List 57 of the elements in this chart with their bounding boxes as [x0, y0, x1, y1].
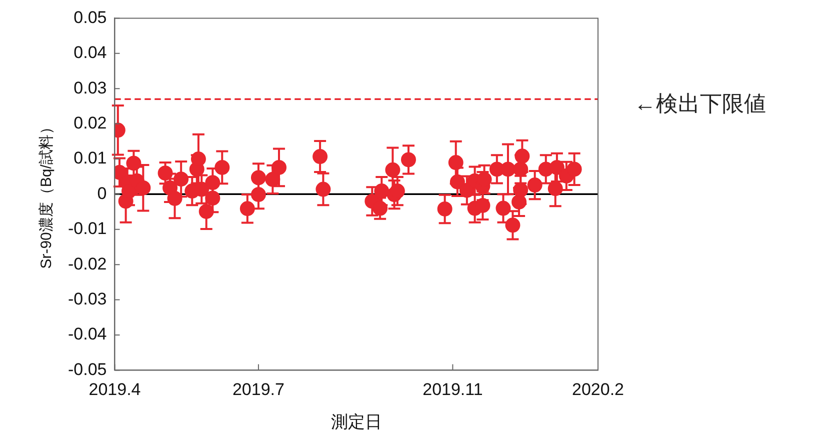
point [316, 182, 331, 197]
y-tick-label: 0.01 [74, 148, 107, 168]
point [448, 155, 464, 170]
point [205, 175, 220, 190]
x-tick-label: 2019.7 [232, 380, 284, 400]
point [136, 180, 151, 196]
point [500, 162, 516, 177]
y-tick-label: 0 [97, 184, 107, 203]
point [475, 198, 490, 213]
point [512, 194, 527, 210]
point [198, 204, 214, 219]
point [174, 172, 189, 187]
point [271, 160, 286, 175]
x-axis-title: 測定日 [330, 412, 382, 432]
point [265, 172, 280, 187]
point [496, 200, 511, 216]
point [437, 201, 452, 216]
point [158, 166, 173, 181]
y-tick-label: 0.05 [74, 8, 107, 27]
point [194, 182, 210, 197]
point [190, 152, 206, 166]
point [549, 160, 564, 175]
y-axis-title: Sr-90濃度（Bq/試料） [38, 120, 56, 269]
y-tick-label: -0.03 [68, 289, 107, 308]
point [513, 182, 528, 198]
y-tick-label: -0.01 [68, 219, 107, 238]
y-tick-label: 0.04 [74, 43, 107, 62]
point [214, 160, 230, 175]
point [205, 190, 220, 206]
point [450, 174, 465, 190]
y-tick-label: -0.04 [68, 324, 107, 344]
point [385, 162, 400, 178]
point [167, 190, 182, 206]
point [513, 162, 528, 177]
point [374, 184, 390, 199]
x-tick-label: 2019.11 [422, 380, 483, 400]
y-tick-label: 0.03 [74, 78, 107, 98]
ref-line-label: ←検出下限値 [634, 91, 766, 116]
point [400, 152, 416, 168]
point [240, 201, 255, 216]
point [250, 170, 266, 186]
point [390, 184, 405, 199]
y-tick-label: -0.05 [68, 360, 107, 379]
point [372, 200, 388, 216]
point [527, 178, 542, 193]
point [505, 218, 520, 233]
point [566, 162, 582, 177]
point [312, 149, 328, 164]
x-tick-label: 2019.4 [88, 380, 141, 400]
point [250, 187, 266, 202]
x-tick-label: 2020.2 [572, 380, 624, 400]
point [514, 148, 530, 164]
y-tick-label: 0.02 [74, 113, 107, 132]
y-tick-label: -0.02 [68, 254, 107, 274]
point [459, 182, 474, 198]
point [126, 156, 142, 171]
point [548, 181, 563, 196]
